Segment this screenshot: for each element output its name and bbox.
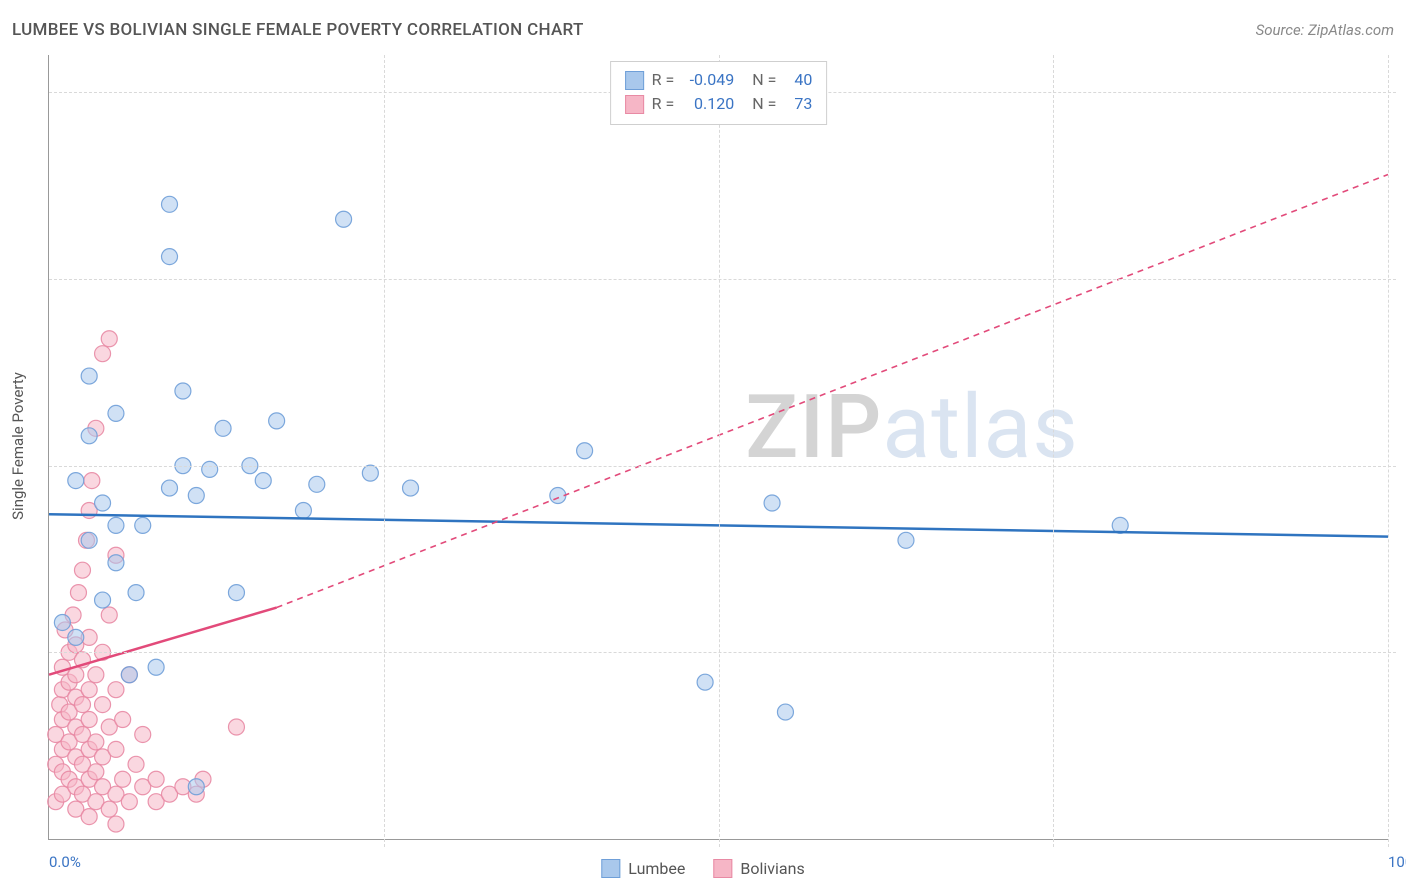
chart-title: LUMBEE VS BOLIVIAN SINGLE FEMALE POVERTY… [12,20,584,40]
stats-row-lumbee: R = -0.049 N = 40 [625,68,813,92]
legend-label-bolivians: Bolivians [740,859,804,878]
r-value-lumbee: -0.049 [682,68,734,92]
swatch-lumbee [625,71,644,90]
legend-label-lumbee: Lumbee [628,859,685,878]
legend-swatch-bolivians [713,859,732,878]
scatter-plot-area: ZIPatlas R = -0.049 N = 40 R = 0.120 N =… [48,55,1388,840]
legend-item-lumbee: Lumbee [601,859,685,878]
x-tick-label: 0.0% [49,853,81,871]
title-bar: LUMBEE VS BOLIVIAN SINGLE FEMALE POVERTY… [12,20,1394,40]
y-axis-label: Single Female Poverty [9,372,27,520]
n-value-lumbee: 40 [784,68,812,92]
y-tick-label: 100.0% [1398,83,1406,101]
swatch-bolivians [625,95,644,114]
y-tick-label: 75.0% [1398,270,1406,288]
r-value-bolivians: 0.120 [682,92,734,116]
legend-swatch-lumbee [601,859,620,878]
y-tick-label: 50.0% [1398,457,1406,475]
series-legend: Lumbee Bolivians [601,859,804,878]
y-tick-label: 25.0% [1398,643,1406,661]
correlation-stats-box: R = -0.049 N = 40 R = 0.120 N = 73 [610,61,828,125]
source-label: Source: ZipAtlas.com [1256,21,1394,39]
n-value-bolivians: 73 [784,92,812,116]
legend-item-bolivians: Bolivians [713,859,804,878]
stats-row-bolivians: R = 0.120 N = 73 [625,92,813,116]
